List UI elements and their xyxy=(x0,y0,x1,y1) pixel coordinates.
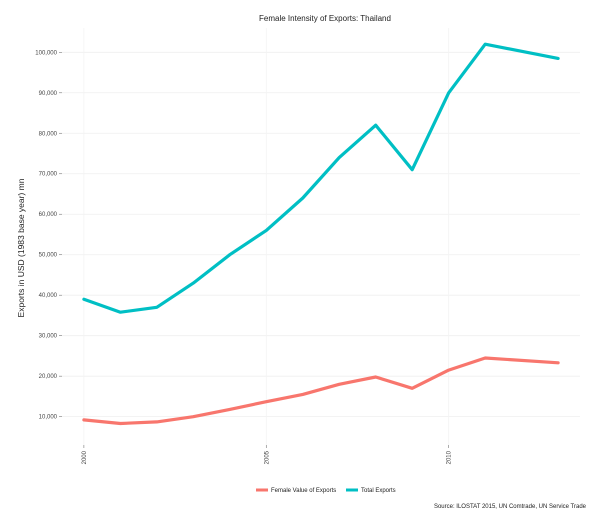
y-tick-label: 40,000 xyxy=(39,293,58,299)
x-tick-label: 2010 xyxy=(447,450,453,464)
x-axis-ticks: 2000 2005 2010 xyxy=(82,445,453,464)
grid-lines xyxy=(62,28,580,445)
y-tick-label: 30,000 xyxy=(39,334,58,340)
y-tick-label: 50,000 xyxy=(39,253,58,259)
series-lines xyxy=(82,42,560,426)
y-tick-label: 70,000 xyxy=(39,172,58,178)
y-tick-label: 90,000 xyxy=(39,91,58,97)
y-tick-label: 20,000 xyxy=(39,374,58,380)
series-line-1 xyxy=(82,42,560,314)
y-tick-label: 60,000 xyxy=(39,212,58,218)
legend-label-1: Total Exports xyxy=(361,488,396,494)
x-tick-label: 2005 xyxy=(264,450,270,464)
y-axis-title: Exports in USD (1983 base year) mn xyxy=(16,178,26,317)
y-axis-ticks: 10,000 20,000 30,000 40,000 50,000 60,000 70,0… xyxy=(35,50,62,421)
legend-label-0: Female Value of Exports xyxy=(271,488,336,494)
chart-title: Female Intensity of Exports: Thailand xyxy=(259,14,391,23)
x-tick-label: 2000 xyxy=(82,450,88,464)
y-tick-label: 10,000 xyxy=(39,415,58,421)
series-line-0 xyxy=(82,356,560,426)
legend: Female Value of Exports Total Exports xyxy=(256,488,396,494)
y-tick-label: 100,000 xyxy=(35,50,57,56)
source-note: Source: ILOSTAT 2015, UN Comtrade, UN Se… xyxy=(434,504,587,510)
y-tick-label: 80,000 xyxy=(39,131,58,137)
